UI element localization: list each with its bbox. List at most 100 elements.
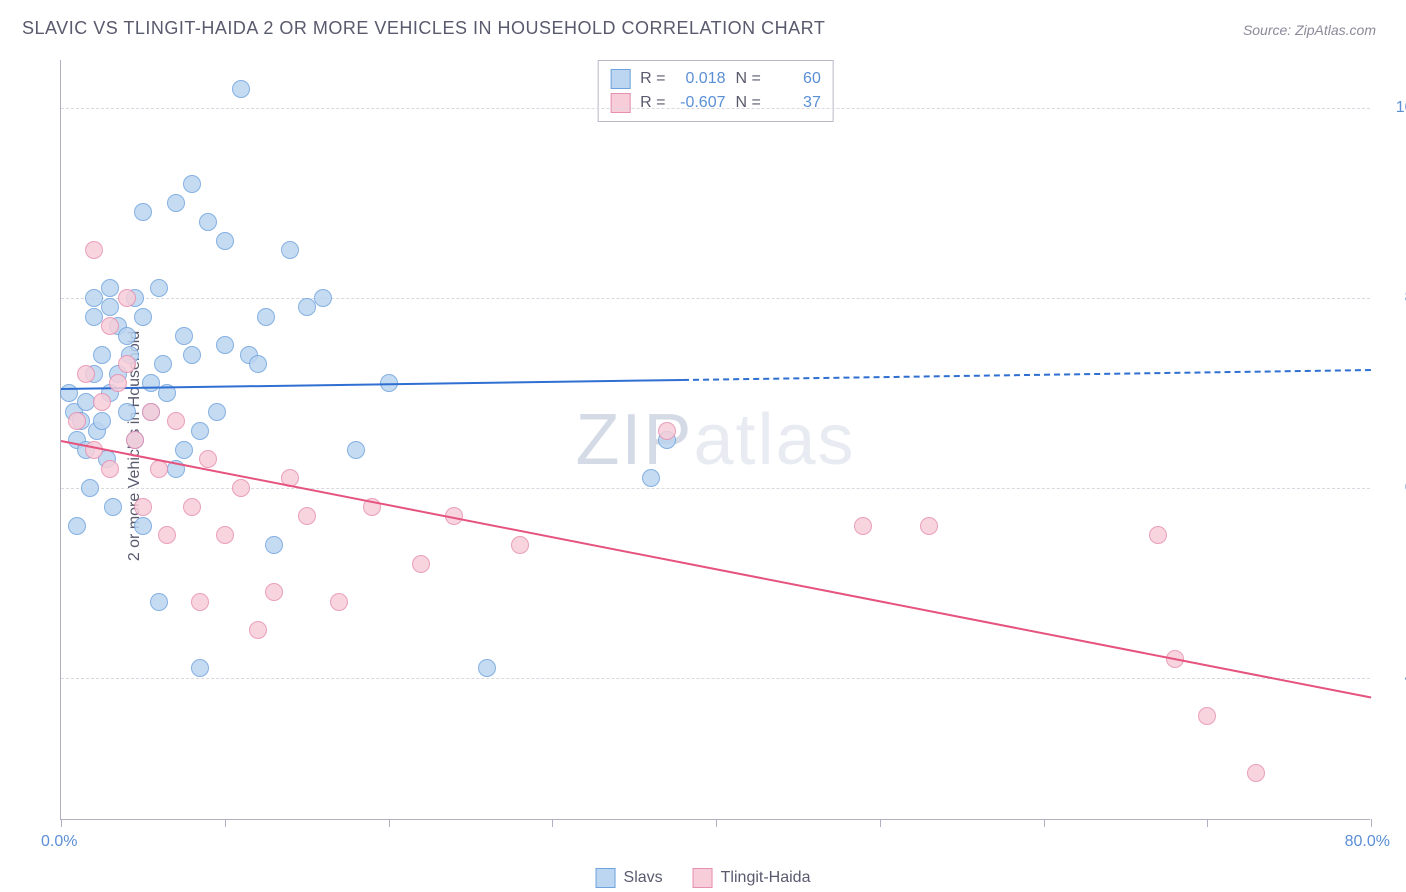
r-value: -0.607 <box>676 94 726 112</box>
data-point <box>199 450 217 468</box>
x-axis-min-label: 0.0% <box>41 833 77 851</box>
legend-label: Slavs <box>624 869 663 887</box>
data-point <box>330 593 348 611</box>
data-point <box>68 517 86 535</box>
x-tick <box>552 819 553 827</box>
stats-row: R =0.018N =60 <box>610 67 821 91</box>
data-point <box>101 298 119 316</box>
chart-container: SLAVIC VS TLINGIT-HAIDA 2 OR MORE VEHICL… <box>0 0 1406 892</box>
x-tick <box>225 819 226 827</box>
legend-swatch <box>693 868 713 888</box>
data-point <box>150 593 168 611</box>
data-point <box>126 431 144 449</box>
legend-swatch <box>596 868 616 888</box>
watermark: ZIPatlas <box>575 399 855 481</box>
data-point <box>1198 707 1216 725</box>
trend-line <box>61 440 1371 698</box>
chart-title: SLAVIC VS TLINGIT-HAIDA 2 OR MORE VEHICL… <box>22 18 825 39</box>
data-point <box>134 498 152 516</box>
y-tick-label: 80.0% <box>1380 289 1406 307</box>
series-legend: Slavs Tlingit-Haida <box>596 868 811 888</box>
data-point <box>77 365 95 383</box>
data-point <box>191 659 209 677</box>
data-point <box>118 355 136 373</box>
data-point <box>199 213 217 231</box>
data-point <box>249 355 267 373</box>
data-point <box>298 298 316 316</box>
data-point <box>191 422 209 440</box>
data-point <box>167 194 185 212</box>
x-axis-max-label: 80.0% <box>1345 833 1390 851</box>
stats-row: R = -0.607 N = 37 <box>610 91 821 115</box>
data-point <box>60 384 78 402</box>
gridline <box>61 108 1370 109</box>
data-point <box>142 374 160 392</box>
data-point <box>1247 764 1265 782</box>
data-point <box>175 441 193 459</box>
plot-area: ZIPatlas R = 0.018 N = 60 R = -0.607 N = 37 0.0… <box>60 60 1370 820</box>
data-point <box>81 479 99 497</box>
data-point <box>93 346 111 364</box>
n-value: 37 <box>771 94 821 112</box>
data-point <box>93 393 111 411</box>
x-tick <box>716 819 717 827</box>
data-point <box>109 374 127 392</box>
data-point <box>167 412 185 430</box>
data-point <box>118 327 136 345</box>
data-point <box>281 241 299 259</box>
watermark-atlas: atlas <box>693 400 855 480</box>
data-point <box>183 175 201 193</box>
data-point <box>854 517 872 535</box>
data-point <box>101 279 119 297</box>
data-point <box>314 289 332 307</box>
trend-line <box>683 369 1371 381</box>
data-point <box>347 441 365 459</box>
x-tick <box>1371 819 1372 827</box>
r-label: R = <box>640 70 665 88</box>
data-point <box>68 412 86 430</box>
y-tick-label: 100.0% <box>1380 99 1406 117</box>
data-point <box>118 289 136 307</box>
data-point <box>265 583 283 601</box>
x-tick <box>1207 819 1208 827</box>
x-tick <box>880 819 881 827</box>
data-point <box>216 232 234 250</box>
data-point <box>134 517 152 535</box>
data-point <box>232 479 250 497</box>
data-point <box>77 393 95 411</box>
data-point <box>642 469 660 487</box>
stats-legend: R = 0.018 N = 60 R = -0.607 N = 37 <box>597 60 834 122</box>
legend-swatch <box>610 93 630 113</box>
gridline <box>61 298 1370 299</box>
data-point <box>104 498 122 516</box>
data-point <box>142 403 160 421</box>
gridline <box>61 678 1370 679</box>
data-point <box>208 403 226 421</box>
data-point <box>191 593 209 611</box>
data-point <box>249 621 267 639</box>
legend-item: Slavs <box>596 868 663 888</box>
data-point <box>85 289 103 307</box>
data-point <box>101 460 119 478</box>
data-point <box>216 336 234 354</box>
data-point <box>118 403 136 421</box>
legend-item: Tlingit-Haida <box>693 868 811 888</box>
data-point <box>150 279 168 297</box>
n-value: 60 <box>771 70 821 88</box>
data-point <box>183 346 201 364</box>
legend-swatch <box>610 69 630 89</box>
data-point <box>154 355 172 373</box>
data-point <box>175 327 193 345</box>
data-point <box>257 308 275 326</box>
data-point <box>1149 526 1167 544</box>
data-point <box>85 241 103 259</box>
r-label: R = <box>640 94 665 112</box>
data-point <box>85 308 103 326</box>
data-point <box>232 80 250 98</box>
n-label: N = <box>736 94 761 112</box>
r-value: 0.018 <box>676 70 726 88</box>
source-label: Source: ZipAtlas.com <box>1243 22 1376 38</box>
data-point <box>412 555 430 573</box>
x-tick <box>61 819 62 827</box>
data-point <box>920 517 938 535</box>
